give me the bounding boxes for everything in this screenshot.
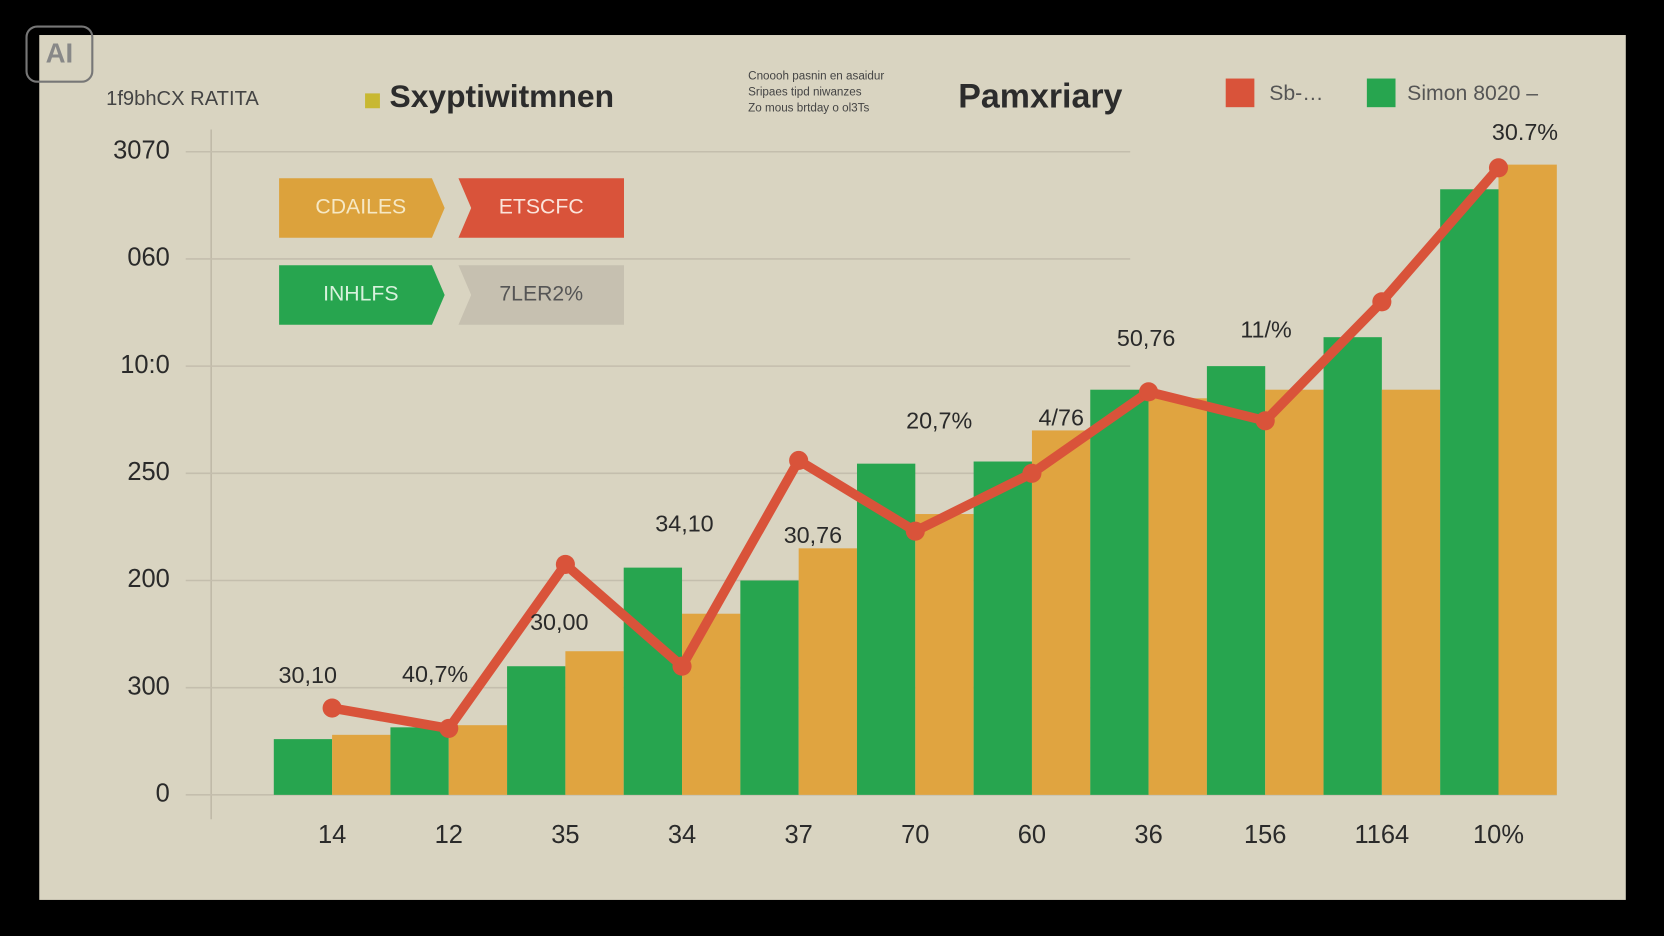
note: Zo mous brtday o ol3Ts [748, 101, 869, 114]
bar [623, 567, 683, 795]
bar [740, 580, 799, 795]
x-tick-label: 10% [1473, 821, 1524, 849]
line-point [905, 521, 925, 541]
annotation: 4/76 [1039, 404, 1084, 430]
legend-label: Sb-… [1269, 82, 1323, 105]
watermark-box [25, 25, 94, 83]
y-tick-label: 250 [127, 458, 169, 486]
bar [682, 613, 741, 795]
button[interactable] [279, 178, 445, 238]
annotation: 40,7% [402, 661, 468, 687]
annotation: 50,76 [1117, 325, 1175, 351]
x-tick-label: 37 [785, 821, 813, 849]
button[interactable] [279, 265, 445, 325]
x-tick-label: 12 [435, 821, 463, 849]
y-tick-label: 200 [127, 565, 169, 593]
bar [273, 739, 333, 795]
legend-swatch [1366, 78, 1396, 108]
bar [915, 514, 974, 795]
annotation: 30,00 [530, 609, 588, 635]
watermark: AI [46, 37, 74, 68]
line-point [1488, 158, 1509, 178]
annotation: 34,10 [655, 510, 713, 536]
line-point [1139, 382, 1159, 402]
y-tick-label: 10:0 [120, 351, 170, 379]
y-tick-label: 060 [127, 244, 169, 272]
button-label: ETSCFC [499, 196, 584, 219]
x-tick-label: 70 [901, 821, 929, 849]
annotation: 20,7% [906, 408, 972, 434]
y-tick-label: 3070 [113, 136, 170, 164]
line-point [1255, 411, 1275, 431]
y-tick-label: 0 [156, 780, 170, 808]
x-tick-label: 36 [1134, 821, 1162, 849]
x-tick-label: 35 [551, 821, 579, 849]
button-label: INHLFS [323, 283, 398, 306]
bar [1206, 366, 1266, 795]
bar [390, 727, 449, 795]
bar [1090, 389, 1149, 795]
bar [973, 461, 1032, 795]
x-tick-label: 34 [668, 821, 696, 849]
note: Sripaes tipd niwanzes [748, 85, 862, 98]
legend-label: Simon 8020 – [1407, 82, 1538, 105]
bar [507, 666, 566, 795]
note: Cnoooh pasnin en asaidur [748, 69, 884, 82]
x-tick-label: 14 [318, 821, 346, 849]
line-point [322, 698, 342, 718]
bar [565, 651, 624, 795]
chart-title: Pamxriary [958, 78, 1122, 116]
line-point [789, 450, 809, 470]
line-point [672, 656, 692, 676]
bar [332, 734, 391, 795]
annotation: 30.7% [1492, 119, 1558, 145]
bar [1323, 337, 1382, 795]
y-tick-label: 300 [127, 672, 169, 700]
bar [798, 548, 857, 795]
legend-swatch [1225, 78, 1255, 108]
bar [1440, 189, 1499, 795]
bar [1148, 398, 1207, 795]
legend-swatch [365, 93, 380, 109]
button[interactable] [458, 178, 624, 238]
button-label: 7LER2% [499, 283, 583, 306]
line-point [439, 718, 459, 738]
bar [448, 725, 508, 795]
bar [1498, 164, 1557, 795]
button[interactable] [458, 265, 624, 325]
button-label: CDAILES [315, 196, 406, 219]
annotation: 30,10 [279, 662, 337, 688]
annotation: 11/% [1240, 316, 1291, 342]
bar [1031, 430, 1091, 795]
x-tick-label: 156 [1244, 821, 1286, 849]
bar [1265, 389, 1324, 795]
bar [1381, 389, 1441, 795]
x-tick-label: 60 [1018, 821, 1046, 849]
annotation: 30,76 [784, 522, 842, 548]
legend-label: Sxyptiwitmnen [389, 78, 614, 114]
x-tick-label: 1164 [1354, 821, 1409, 849]
line-point [1022, 463, 1042, 483]
line-point [1372, 292, 1392, 312]
subtitle: 1f9bhCX RATITA [106, 88, 259, 110]
line-point [555, 554, 575, 574]
